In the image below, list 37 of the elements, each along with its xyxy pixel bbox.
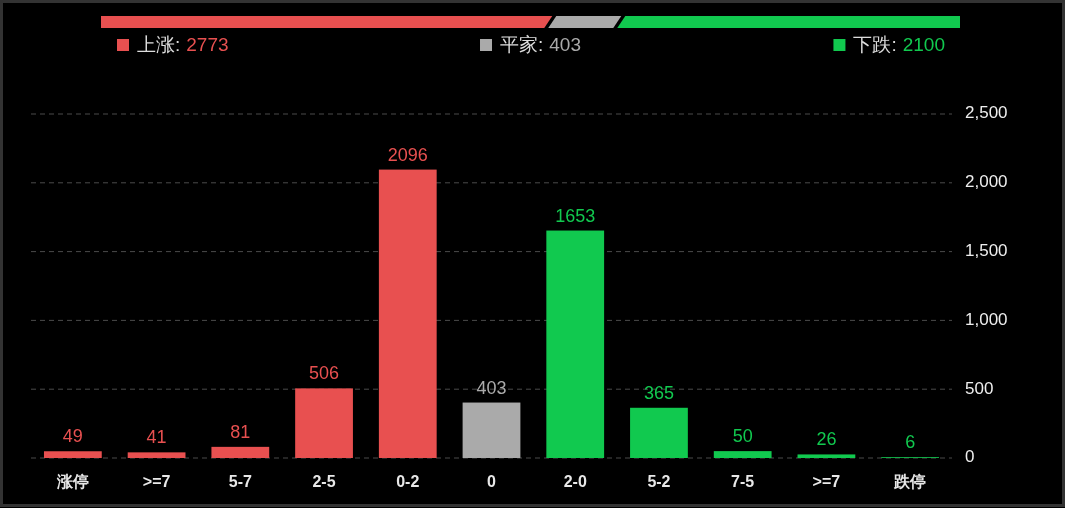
data-label: 403 — [476, 377, 507, 398]
data-label: 6 — [905, 432, 916, 453]
x-tick-label: 0 — [487, 473, 497, 490]
x-tick-label: 0-2 — [396, 473, 420, 490]
y-tick-label: 500 — [965, 378, 994, 398]
x-tick-label: 7-5 — [731, 473, 755, 490]
legend-label: 下跌: — [853, 34, 897, 55]
data-label: 403 — [549, 34, 581, 55]
legend-item: 平家: — [480, 34, 544, 55]
x-tick-label: 跌停 — [893, 473, 927, 490]
x-tick-label: >=7 — [812, 473, 841, 490]
x-tick-label: 涨停 — [55, 473, 89, 490]
data-label: 41 — [146, 427, 167, 448]
data-label: 49 — [62, 426, 83, 447]
data-label: 81 — [230, 421, 251, 442]
x-tick-label: 2-5 — [312, 473, 336, 490]
y-tick-label: 1,500 — [965, 241, 1008, 261]
data-label: 506 — [309, 363, 340, 384]
x-tick-label: >=7 — [142, 473, 171, 490]
data-label: 365 — [643, 382, 674, 403]
legend-label: 平家: — [500, 34, 544, 55]
y-tick-label: 1,000 — [965, 309, 1008, 329]
x-tick-label: 2-0 — [563, 473, 587, 490]
x-tick-label: 5-2 — [647, 473, 671, 490]
data-label: 2100 — [902, 34, 945, 55]
data-label: 1653 — [555, 205, 596, 226]
legend-label: 上涨: — [137, 34, 181, 55]
data-label: 2096 — [387, 144, 428, 165]
x-tick-label: 5-7 — [228, 473, 252, 490]
legend-item: 下跌: — [833, 34, 897, 55]
y-tick-label: 2,000 — [965, 172, 1008, 192]
legend-item: 上涨: — [117, 34, 181, 55]
data-label: 2773 — [186, 34, 229, 55]
data-label: 26 — [816, 429, 837, 450]
y-tick-label: 0 — [965, 447, 975, 467]
data-label: 50 — [732, 426, 753, 447]
y-tick-label: 2,500 — [965, 103, 1008, 123]
